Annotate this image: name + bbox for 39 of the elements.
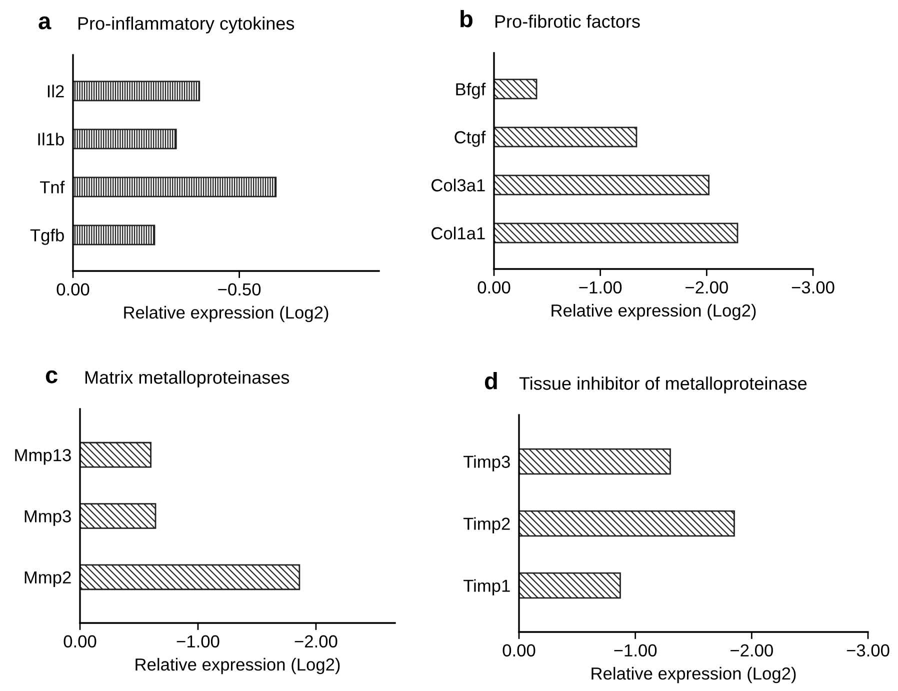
y-tick-label: Bfgf: [456, 82, 486, 99]
y-tick-label: Tgfb: [30, 228, 64, 245]
y-tick-label: Mmp3: [24, 510, 71, 526]
y-tick-label: Timp1: [463, 579, 510, 596]
x-tick-label: 0.00: [64, 635, 96, 648]
chart-title: Pro-inflammatory cytokines: [78, 16, 294, 34]
x-axis-title: Relative expression (Log2): [552, 304, 756, 320]
x-tick-label: 0.00: [56, 283, 90, 296]
x-tick-label: −1.00: [176, 635, 220, 648]
chart-title: Tissue inhibitor of metalloproteinase: [519, 376, 807, 394]
x-tick-label: −1.00: [579, 281, 622, 294]
chart-title: Pro-fibrotic factors: [495, 14, 640, 28]
text: a: [38, 16, 52, 30]
x-tick-label: −2.00: [730, 644, 773, 657]
y-tick-label: Col3a1: [432, 178, 485, 192]
text: d: [484, 372, 497, 390]
y-tick-label: Timp2: [463, 517, 510, 534]
x-axis-title: Relative expression (Log2): [124, 306, 328, 322]
y-tick-label: Timp3: [463, 455, 510, 472]
y-tick-label: Il1b: [38, 132, 64, 146]
x-tick-label: −1.00: [614, 644, 657, 657]
y-tick-label: Tnf: [40, 180, 65, 194]
x-tick-label: −3.00: [846, 644, 890, 657]
x-tick-label: −2.00: [686, 281, 728, 294]
y-tick-label: Ctgf: [454, 130, 486, 147]
x-tick-label: −3.00: [792, 281, 834, 294]
x-tick-label: 0.00: [478, 281, 510, 294]
x-tick-label: −2.00: [294, 635, 338, 648]
text: c: [46, 370, 58, 384]
chart-title: Matrix metalloproteinases: [85, 370, 290, 388]
x-tick-label: 0.00: [502, 644, 536, 657]
x-axis-title: Relative expression (Log2): [592, 666, 796, 684]
x-axis-title: Relative expression (Log2): [136, 658, 340, 674]
y-tick-label: Col1a1: [432, 226, 485, 240]
text: b: [460, 10, 472, 28]
y-tick-label: Il2: [48, 84, 64, 98]
x-tick-label: −0.50: [218, 283, 261, 296]
y-tick-label: Mmp2: [24, 571, 71, 588]
y-tick-label: Mmp13: [15, 449, 71, 465]
